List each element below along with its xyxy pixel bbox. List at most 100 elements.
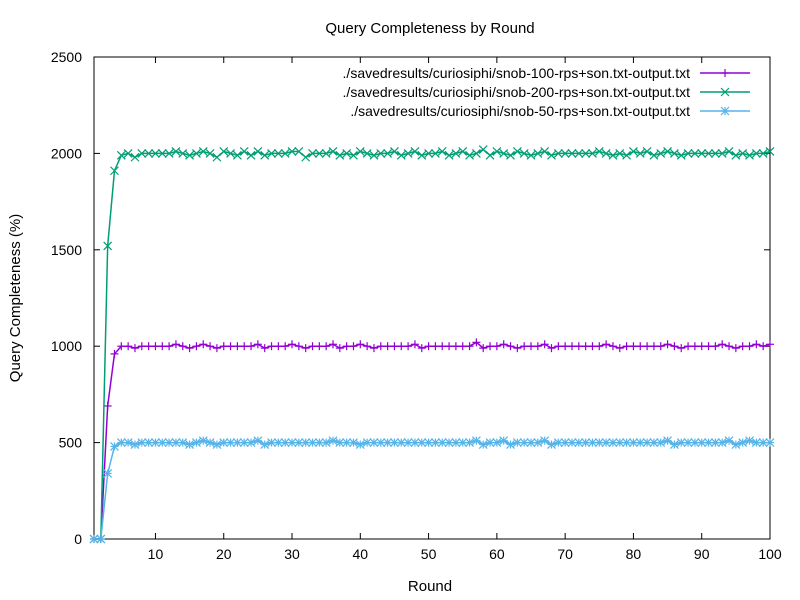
data-point: [164, 148, 174, 158]
data-point: [601, 148, 611, 158]
series-1: [90, 338, 774, 543]
data-point: [205, 148, 215, 158]
data-point: [383, 148, 393, 158]
data-point: [622, 342, 631, 351]
series-layer: [89, 145, 775, 544]
data-point: [738, 148, 748, 158]
data-point: [280, 148, 290, 158]
data-point: [328, 147, 338, 156]
data-point: [643, 342, 652, 351]
data-point: [390, 438, 399, 448]
data-point: [642, 438, 652, 448]
data-point: [260, 440, 270, 449]
data-point: [704, 342, 713, 351]
data-point: [273, 438, 283, 448]
data-point: [765, 147, 775, 156]
data-point: [513, 344, 522, 353]
data-point: [649, 150, 659, 160]
data-point: [635, 148, 645, 158]
data-point: [649, 342, 658, 351]
data-point: [479, 344, 488, 353]
x-axis: 10 20 30 40 50 60 70 80 90 100: [148, 57, 782, 562]
data-point: [656, 342, 665, 351]
data-point: [465, 150, 474, 160]
data-point: [198, 147, 208, 156]
data-point: [547, 150, 556, 160]
data-point: [615, 344, 624, 353]
data-point: [485, 150, 495, 160]
data-point: [690, 438, 700, 448]
data-point: [191, 148, 201, 158]
data-point: [444, 438, 454, 448]
data-point: [281, 342, 290, 351]
data-point: [212, 344, 221, 353]
data-point: [574, 342, 583, 351]
data-point: [349, 150, 358, 160]
data-point: [403, 438, 413, 448]
data-point: [397, 342, 406, 351]
data-point: [124, 342, 133, 351]
data-point: [185, 150, 195, 160]
data-point: [492, 342, 501, 351]
data-point: [321, 148, 331, 158]
data-point: [758, 438, 768, 448]
data-point: [274, 342, 283, 351]
y-tick-label: 2000: [51, 145, 82, 161]
data-point: [287, 438, 297, 448]
data-point: [492, 147, 502, 156]
data-point: [103, 469, 113, 478]
data-point: [151, 438, 160, 448]
data-point: [656, 148, 666, 158]
data-point: [116, 438, 126, 448]
y-axis-title: Query Completeness (%): [7, 214, 24, 382]
data-point: [636, 342, 645, 351]
data-point: [294, 147, 304, 156]
data-point: [287, 147, 297, 156]
data-point: [403, 148, 413, 158]
data-point: [301, 152, 311, 162]
plot-frame: [93, 56, 771, 540]
x-tick-label: 30: [284, 546, 300, 562]
data-point: [608, 438, 618, 448]
data-point: [219, 342, 228, 351]
legend: ./savedresults/curiosiphi/snob-100-rps+s…: [343, 65, 750, 119]
data-point: [553, 438, 563, 448]
plot-border: [93, 56, 771, 540]
data-point: [458, 438, 468, 448]
data-point: [253, 340, 262, 349]
data-point: [492, 438, 502, 448]
data-point: [212, 152, 222, 162]
x-tick-label: 60: [489, 546, 505, 562]
y-tick-label: 2500: [51, 49, 82, 65]
data-point: [506, 440, 515, 449]
data-point: [471, 436, 481, 446]
data-point: [724, 147, 734, 156]
data-point: [164, 438, 174, 448]
data-point: [669, 148, 679, 158]
data-point: [745, 150, 754, 160]
data-point: [219, 147, 229, 156]
data-point: [649, 438, 659, 448]
data-point: [738, 438, 748, 448]
data-point: [260, 150, 270, 160]
data-point: [165, 342, 174, 351]
data-point: [581, 342, 590, 351]
data-point: [240, 342, 249, 351]
data-point: [758, 148, 768, 158]
legend-label: ./savedresults/curiosiphi/snob-200-rps+s…: [343, 84, 691, 100]
x-tick-label: 50: [421, 546, 437, 562]
data-point: [355, 147, 365, 156]
data-point: [137, 342, 146, 351]
data-point: [369, 150, 379, 160]
data-point: [663, 436, 673, 446]
legend-label: ./savedresults/curiosiphi/snob-100-rps+s…: [343, 65, 691, 81]
data-point: [390, 147, 399, 156]
data-point: [417, 150, 427, 160]
data-point: [486, 342, 495, 351]
data-point: [280, 438, 290, 448]
y-tick-label: 0: [74, 531, 82, 547]
data-point: [301, 438, 311, 448]
legend-marker: [721, 69, 729, 77]
data-point: [233, 342, 242, 351]
